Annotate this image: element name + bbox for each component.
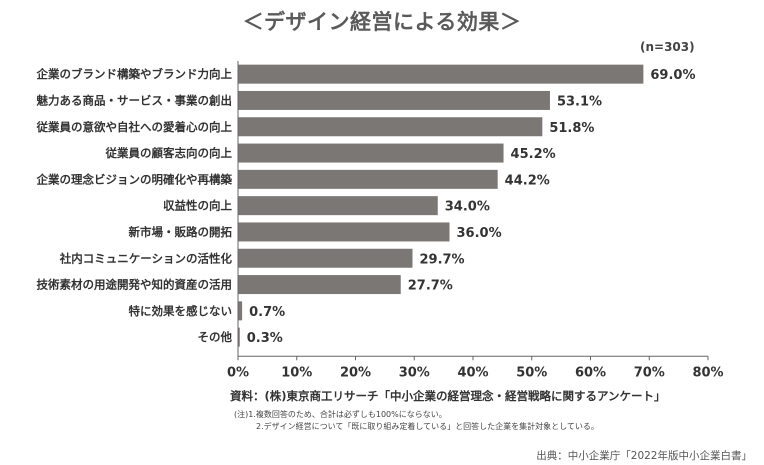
bar-8 [238,275,401,295]
x-tick-label-7: 70% [634,365,665,380]
value-label-5: 34.0% [445,200,490,215]
category-label-10: その他 [198,330,233,344]
value-label-6: 36.0% [457,226,502,241]
footnote-1: (注)1.複数回答のため、合計は必ずしも100%にならない。 [234,410,447,419]
category-label-4: 企業の理念ビジョンの明確化や再構築 [36,172,233,186]
value-label-4: 44.2% [505,173,550,188]
x-tick-label-4: 40% [457,365,488,380]
bar-7 [238,248,413,268]
x-tick-label-1: 10% [281,365,312,380]
value-label-8: 27.7% [408,279,453,294]
credit-label: 出典：中小企業庁「2022年版中小企業白書」 [536,450,752,462]
chart-title: ＜デザイン経営による効果＞ [242,10,522,34]
x-tick-label-5: 50% [516,365,547,380]
category-label-1: 魅力ある商品・サービス・事業の創出 [37,93,233,107]
bar-4 [238,169,498,189]
bar-2 [238,117,543,137]
bar-5 [238,196,438,216]
value-label-9: 0.7% [249,305,285,320]
category-label-8: 技術素材の用途開発や知的資産の活用 [37,278,233,292]
value-label-0: 69.0% [650,68,695,83]
value-label-3: 45.2% [511,147,556,162]
x-tick-label-0: 0% [227,365,249,380]
category-label-7: 社内コミュニケーションの活性化 [59,251,233,265]
value-label-10: 0.3% [247,331,283,346]
sample-size-label: (n=303) [640,40,695,54]
source-label: 資料：(株)東京商工リサーチ「中小企業の経営理念・経営戦略に関するアンケート」 [230,389,666,403]
x-tick-label-6: 60% [575,365,606,380]
category-label-0: 企業のブランド構築やブランド力向上 [36,67,233,81]
x-tick-label-3: 30% [399,365,430,380]
bar-1 [238,90,550,110]
category-label-3: 従業員の顧客志向の向上 [105,146,233,160]
value-label-1: 53.1% [557,94,602,109]
category-label-2: 従業員の意欲や自社への愛着心の向上 [36,120,233,134]
bar-0 [238,64,644,84]
value-label-7: 29.7% [419,252,464,267]
footnote-2: 2.デザイン経営について「既に取り組み定着している」と回答した企業を集計対象とし… [256,422,599,431]
bar-10 [238,327,240,347]
category-label-6: 新市場・販路の開拓 [129,225,233,239]
category-label-9: 特に効果を感じない [129,304,233,318]
category-label-5: 収益性の向上 [163,199,232,213]
x-tick-label-2: 20% [340,365,371,380]
bar-6 [238,222,450,242]
bar-3 [238,143,504,163]
value-label-2: 51.8% [549,121,594,136]
x-tick-label-8: 80% [692,365,723,380]
bar-9 [238,301,243,321]
